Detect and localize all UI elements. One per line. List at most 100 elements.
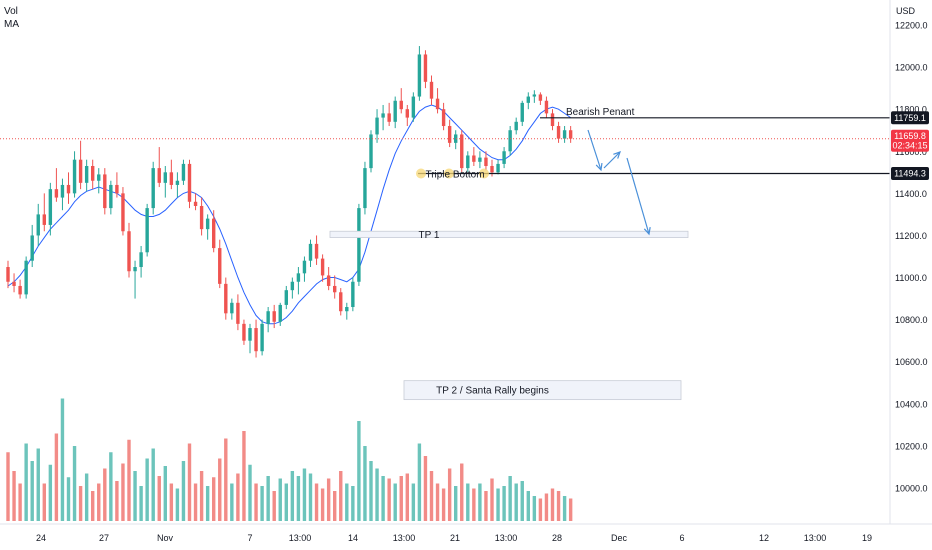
candle-body (296, 273, 301, 282)
volume-bar (48, 464, 53, 521)
candle-body (363, 168, 367, 209)
x-tick-label: 24 (36, 533, 46, 543)
volume-bar (133, 471, 137, 521)
candle-body (556, 126, 561, 139)
triple-bottom-marker (416, 168, 426, 179)
volume-bar (66, 477, 71, 521)
x-tick-label: 7 (247, 533, 252, 543)
y-tick-label: 10200.0 (895, 441, 928, 451)
triple-bottom-marker (444, 168, 454, 179)
candle-body (127, 231, 131, 272)
volume-bar (97, 483, 101, 521)
volume-bar (248, 464, 252, 521)
volume-bar (169, 483, 174, 521)
candle-body (157, 168, 161, 183)
candle-body (224, 283, 228, 314)
volume-bar (308, 473, 313, 521)
candle-body (447, 126, 452, 143)
volume-bar (526, 491, 530, 521)
volume-bar (532, 496, 537, 521)
volume-bar (423, 456, 428, 521)
volume-bar (302, 468, 307, 521)
candle-body (320, 258, 325, 276)
volume-bar (514, 483, 518, 521)
volume-bar (54, 433, 59, 521)
candle-body (78, 159, 83, 183)
candle-body (387, 113, 391, 122)
candle-body (30, 235, 34, 261)
bearish-pennant-label: Bearish Penant (566, 107, 635, 118)
tp2-zone (403, 380, 682, 401)
projection-arrow-down-2 (626, 157, 650, 235)
volume-bar (326, 478, 331, 521)
candle-body (254, 328, 258, 352)
candle-body (260, 323, 264, 352)
x-tick-label: 14 (348, 533, 358, 543)
candle-body (236, 302, 240, 324)
candle-body (24, 260, 28, 295)
volume-bar (127, 439, 131, 521)
candle-body (490, 166, 494, 173)
volume-bar (175, 488, 180, 521)
volume-bar (290, 471, 295, 521)
candle-body (568, 130, 573, 139)
candle-body (60, 184, 65, 198)
volume-bar (151, 448, 155, 521)
volume-bar (393, 483, 397, 521)
volume-bar (429, 471, 434, 521)
x-tick-label: 27 (99, 533, 109, 543)
candle-body (169, 172, 174, 185)
candle-body (36, 214, 40, 236)
candle-body (12, 281, 16, 286)
candle-body (496, 163, 500, 173)
projection-arrow-down-1 (587, 129, 602, 171)
candle-body (145, 208, 149, 253)
candle-body (42, 214, 46, 225)
candle-body (532, 94, 537, 97)
tp1-label: TP 1 (419, 230, 440, 241)
volume-bar (205, 486, 210, 521)
candle-body (460, 134, 464, 169)
volume-bar (454, 486, 458, 521)
volume-bar (544, 493, 549, 521)
candle-body (181, 163, 186, 181)
candle-body (199, 205, 204, 230)
y-tick-label: 12000.0 (895, 63, 928, 73)
volume-bar (502, 486, 506, 521)
volume-bar (472, 488, 476, 521)
candles (6, 46, 573, 358)
volume-bar (296, 476, 301, 521)
projection-arrow-down-2-head (643, 226, 651, 236)
volume-bar (242, 431, 246, 521)
x-tick-label: 13:00 (495, 533, 518, 543)
volume-bar (42, 483, 46, 521)
candle-body (272, 311, 276, 322)
candle-body (508, 130, 512, 152)
projection-arrow-down-1-head (595, 162, 603, 172)
volume-bar (357, 421, 361, 521)
last-price-badge (891, 129, 929, 152)
candle-body (248, 328, 252, 341)
triple-bottom-label: Triple Bottom (425, 170, 484, 181)
x-tick-label: 21 (450, 533, 460, 543)
x-tick-label: Dec (611, 533, 628, 543)
price-badge-label: 11659.8 (894, 131, 926, 141)
volume-bar (212, 477, 216, 521)
candle-body (242, 323, 246, 341)
volume-bar (484, 491, 488, 521)
candle-body (375, 117, 379, 135)
tp2-label: TP 2 / Santa Rally begins (436, 386, 549, 397)
candle-body (441, 109, 446, 127)
candle-body (91, 166, 95, 181)
candle-body (520, 102, 524, 122)
candle-body (121, 193, 125, 232)
candle-body (97, 174, 101, 181)
volume-bar (460, 463, 464, 521)
x-tick-label: 28 (552, 533, 562, 543)
candle-body (484, 157, 488, 167)
volume-bar (417, 443, 422, 521)
candle-body (139, 252, 143, 268)
volume-bar (441, 488, 446, 521)
x-tick-label: Nov (157, 533, 174, 543)
